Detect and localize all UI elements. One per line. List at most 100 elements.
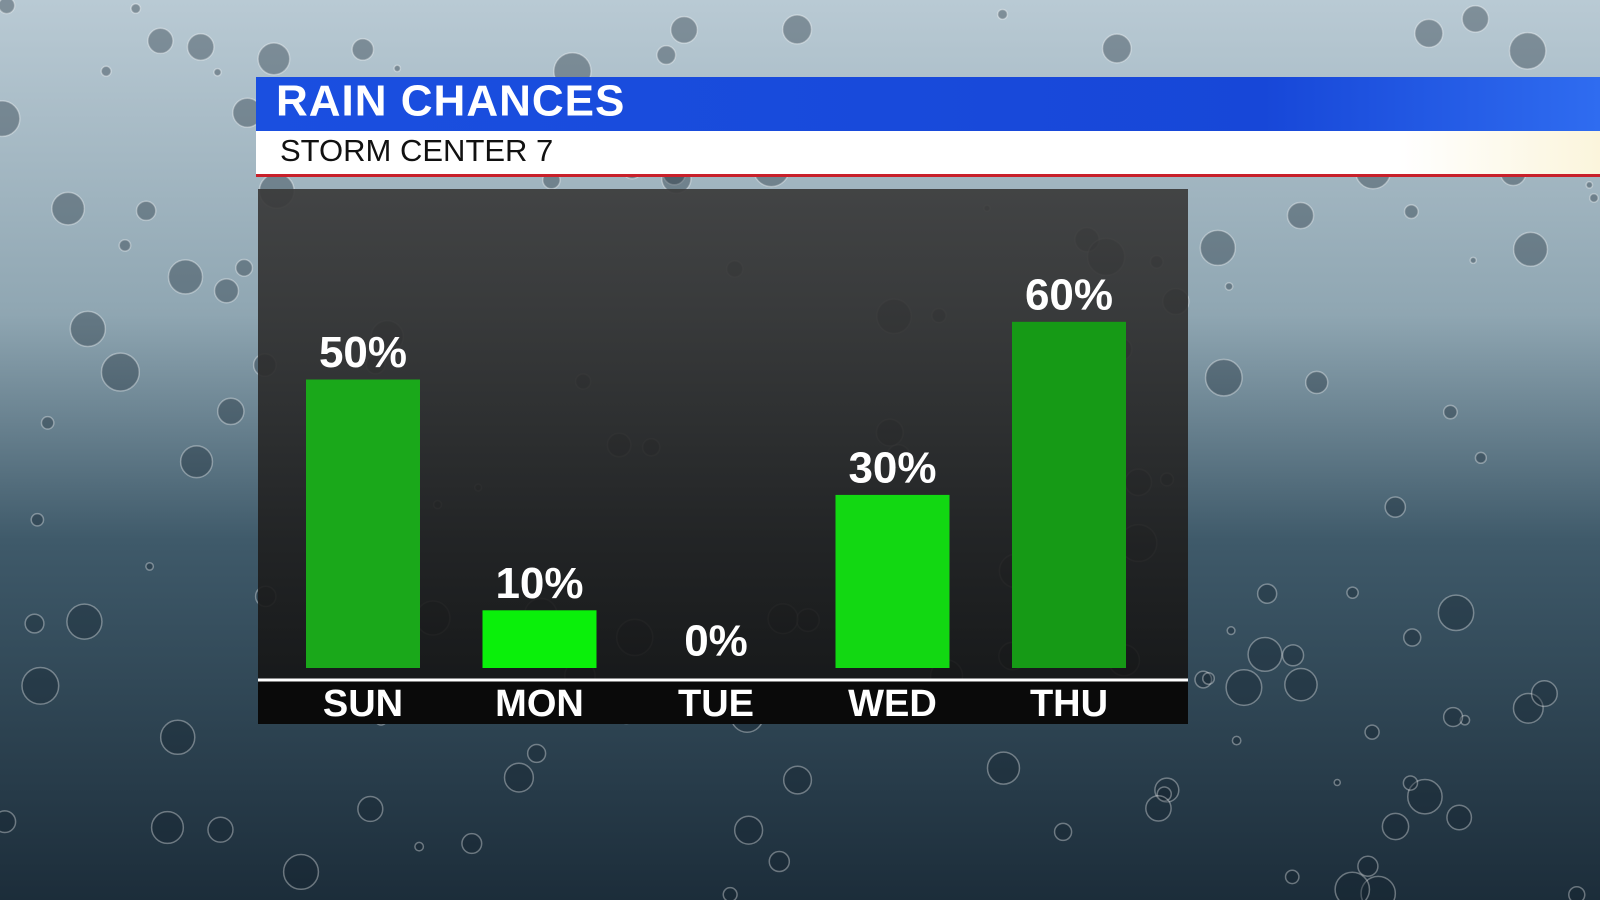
raindrop <box>1384 496 1407 518</box>
raindrop <box>1202 671 1216 685</box>
raindrop <box>257 42 291 76</box>
raindrop <box>100 65 112 77</box>
raindrop <box>145 561 155 571</box>
raindrop <box>40 415 55 430</box>
raindrop <box>768 850 791 873</box>
accent-line <box>256 174 1600 177</box>
raindrop <box>1101 33 1132 64</box>
raindrop <box>1231 735 1242 746</box>
raindrop <box>69 310 107 348</box>
raindrop <box>130 3 142 15</box>
raindrop <box>781 14 813 45</box>
raindrop <box>1226 626 1236 636</box>
raindrop <box>159 719 196 756</box>
raindrop <box>351 38 375 61</box>
raindrop <box>282 853 320 891</box>
raindrop <box>503 762 535 793</box>
bar <box>1012 321 1126 668</box>
raindrop <box>1442 404 1458 420</box>
value-label: 60% <box>1025 270 1113 319</box>
raindrop <box>1508 31 1547 70</box>
raindrop <box>1225 669 1263 707</box>
raindrop <box>216 397 245 426</box>
raindrop <box>1461 4 1490 33</box>
raindrop <box>1357 855 1379 877</box>
raindrop <box>1459 714 1471 726</box>
raindrop <box>1156 786 1172 802</box>
bar <box>306 379 420 668</box>
raindrop <box>30 512 45 527</box>
raindrop <box>1442 706 1464 728</box>
raindrop <box>135 200 157 222</box>
raindrop <box>393 64 402 73</box>
raindrop <box>1403 628 1422 647</box>
chart-subtitle: STORM CENTER 7 <box>280 133 553 168</box>
raindrop <box>24 613 45 634</box>
bar <box>482 610 597 668</box>
raindrop <box>1588 193 1599 204</box>
x-tick-label: MON <box>495 683 584 725</box>
raindrop <box>414 841 425 852</box>
plot-area: 50% SUN 10% MON 0% TUE 30% WED 60% THU <box>306 270 1126 725</box>
raindrop <box>1284 667 1318 702</box>
raindrop <box>21 666 60 705</box>
raindrop <box>1224 281 1234 291</box>
chart-title: RAIN CHANCES <box>276 77 625 126</box>
raindrop <box>0 0 16 15</box>
raindrop <box>1437 594 1475 632</box>
x-tick-label: SUN <box>323 683 403 725</box>
raindrop <box>100 352 141 392</box>
value-label: 50% <box>319 328 407 377</box>
bar <box>835 494 950 668</box>
raindrop <box>1333 778 1342 787</box>
title-bar <box>256 77 1600 131</box>
raindrop <box>207 816 234 843</box>
raindrop <box>0 100 21 138</box>
raindrop <box>996 8 1009 20</box>
raindrop <box>1381 812 1410 841</box>
value-label: 10% <box>495 559 583 608</box>
raindrop <box>986 751 1021 785</box>
x-tick-label: WED <box>848 683 937 725</box>
value-label: 0% <box>684 617 748 666</box>
raindrop <box>1568 885 1586 900</box>
raindrop <box>1512 692 1544 724</box>
raindrop <box>1402 775 1419 791</box>
raindrop <box>213 278 240 304</box>
raindrop <box>1474 451 1488 465</box>
subtitle-bar <box>256 131 1600 174</box>
raindrop <box>461 832 483 855</box>
raindrop <box>150 810 185 845</box>
raindrop <box>656 44 677 66</box>
raindrop <box>179 445 214 479</box>
raindrop <box>733 815 764 845</box>
raindrop <box>1145 795 1172 822</box>
raindrop <box>357 795 384 823</box>
raindrop <box>526 743 547 764</box>
raindrop <box>1286 201 1315 230</box>
category-strip <box>258 681 1188 724</box>
raindrop <box>1247 636 1283 673</box>
raindrop <box>722 886 738 900</box>
raindrop <box>1053 822 1073 842</box>
raindrop <box>1403 204 1419 220</box>
raindrop <box>1334 871 1371 900</box>
raindrop <box>1204 358 1243 397</box>
raindrop <box>1281 644 1305 667</box>
raindrop <box>1199 229 1237 267</box>
raindrop <box>1346 586 1359 600</box>
raindrop <box>1512 231 1549 268</box>
raindrop <box>1446 804 1473 831</box>
x-tick-label: TUE <box>678 683 754 725</box>
raindrop <box>235 258 254 277</box>
x-tick-label: THU <box>1030 683 1108 725</box>
raindrop <box>1284 869 1300 885</box>
raindrop <box>1414 18 1444 49</box>
raindrop <box>118 238 132 252</box>
raindrop <box>670 15 699 44</box>
raindrop <box>1360 875 1397 900</box>
raindrop <box>51 191 86 226</box>
raindrop <box>1304 370 1329 395</box>
